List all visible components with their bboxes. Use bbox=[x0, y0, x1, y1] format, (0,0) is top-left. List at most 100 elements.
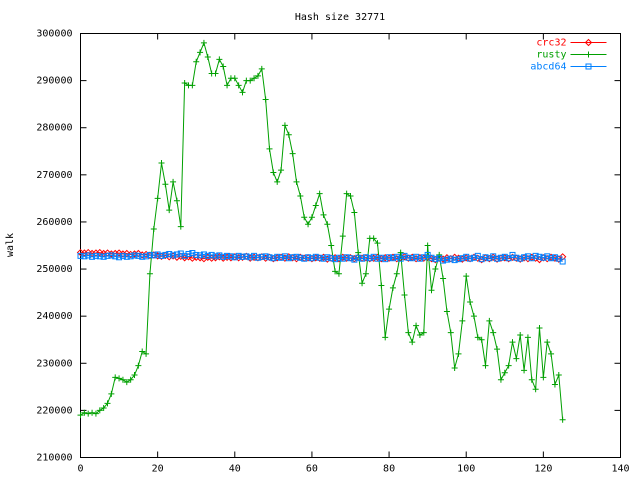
point-marker bbox=[548, 255, 555, 262]
point-marker bbox=[85, 252, 92, 259]
point-marker bbox=[197, 252, 204, 259]
point-marker bbox=[513, 254, 520, 261]
point-marker bbox=[308, 214, 315, 221]
point-marker bbox=[416, 255, 423, 262]
point-marker bbox=[339, 233, 346, 240]
point-marker bbox=[316, 254, 323, 261]
point-marker bbox=[239, 89, 246, 96]
point-marker bbox=[413, 253, 420, 260]
x-tick-label: 0 bbox=[77, 464, 83, 475]
point-marker bbox=[524, 334, 531, 341]
point-marker bbox=[251, 252, 258, 259]
point-marker bbox=[150, 252, 157, 259]
point-marker bbox=[224, 252, 231, 259]
point-marker bbox=[490, 329, 497, 336]
point-marker bbox=[301, 214, 308, 221]
point-marker bbox=[474, 252, 481, 259]
point-marker bbox=[204, 54, 211, 61]
point-marker bbox=[389, 284, 396, 291]
point-marker bbox=[585, 63, 592, 70]
point-marker bbox=[119, 252, 126, 259]
point-marker bbox=[478, 256, 485, 263]
point-marker bbox=[108, 390, 115, 397]
point-marker bbox=[382, 334, 389, 341]
point-marker bbox=[135, 252, 142, 259]
point-marker bbox=[443, 256, 450, 263]
point-marker bbox=[139, 253, 146, 260]
point-marker bbox=[328, 242, 335, 249]
point-marker bbox=[92, 252, 99, 259]
point-marker bbox=[81, 253, 88, 260]
point-marker bbox=[231, 75, 238, 82]
point-marker bbox=[281, 122, 288, 129]
point-marker bbox=[170, 178, 177, 185]
point-marker bbox=[266, 145, 273, 152]
point-marker bbox=[463, 253, 470, 260]
point-marker bbox=[548, 350, 555, 357]
point-marker bbox=[397, 249, 404, 256]
point-marker bbox=[455, 350, 462, 357]
point-marker bbox=[166, 207, 173, 214]
point-marker bbox=[123, 253, 130, 260]
point-marker bbox=[362, 270, 369, 277]
point-marker bbox=[528, 376, 535, 383]
point-marker bbox=[170, 252, 177, 259]
point-marker bbox=[494, 255, 501, 262]
point-marker bbox=[501, 369, 508, 376]
point-marker bbox=[359, 255, 366, 262]
point-marker bbox=[216, 252, 223, 259]
point-marker bbox=[154, 195, 161, 202]
point-marker bbox=[328, 255, 335, 262]
point-marker bbox=[455, 256, 462, 263]
y-tick-label: 260000 bbox=[36, 217, 72, 228]
point-marker bbox=[416, 332, 423, 339]
point-marker bbox=[274, 253, 281, 260]
y-tick-label: 300000 bbox=[36, 29, 72, 40]
point-marker bbox=[162, 181, 169, 188]
y-tick-label: 250000 bbox=[36, 264, 72, 275]
point-marker bbox=[270, 169, 277, 176]
point-marker bbox=[362, 254, 369, 261]
point-marker bbox=[231, 254, 238, 261]
point-marker bbox=[517, 255, 524, 262]
point-marker bbox=[585, 51, 592, 58]
point-marker bbox=[154, 251, 161, 258]
point-marker bbox=[247, 254, 254, 261]
point-marker bbox=[262, 253, 269, 260]
point-marker bbox=[104, 400, 111, 407]
point-marker bbox=[177, 223, 184, 230]
x-tick-label: 80 bbox=[383, 464, 395, 475]
point-marker bbox=[316, 190, 323, 197]
point-marker bbox=[270, 255, 277, 262]
point-marker bbox=[131, 252, 138, 259]
point-marker bbox=[374, 240, 381, 247]
point-marker bbox=[116, 375, 123, 382]
point-marker bbox=[324, 221, 331, 228]
point-marker bbox=[297, 254, 304, 261]
point-marker bbox=[324, 254, 331, 261]
point-marker bbox=[274, 178, 281, 185]
point-marker bbox=[370, 235, 377, 242]
point-marker bbox=[112, 374, 119, 381]
point-marker bbox=[193, 58, 200, 65]
point-marker bbox=[482, 254, 489, 261]
point-marker bbox=[343, 254, 350, 261]
point-marker bbox=[293, 178, 300, 185]
point-marker bbox=[494, 346, 501, 353]
point-marker bbox=[143, 350, 150, 357]
point-marker bbox=[521, 254, 528, 261]
point-marker bbox=[470, 254, 477, 261]
series-line bbox=[80, 252, 563, 262]
point-marker bbox=[297, 193, 304, 200]
point-marker bbox=[158, 252, 165, 259]
point-marker bbox=[409, 255, 416, 262]
point-marker bbox=[436, 251, 443, 258]
point-marker bbox=[254, 254, 261, 261]
point-marker bbox=[432, 266, 439, 273]
point-marker bbox=[486, 317, 493, 324]
point-marker bbox=[77, 412, 84, 419]
point-marker bbox=[119, 376, 126, 383]
point-marker bbox=[301, 255, 308, 262]
plot-frame bbox=[80, 33, 621, 458]
